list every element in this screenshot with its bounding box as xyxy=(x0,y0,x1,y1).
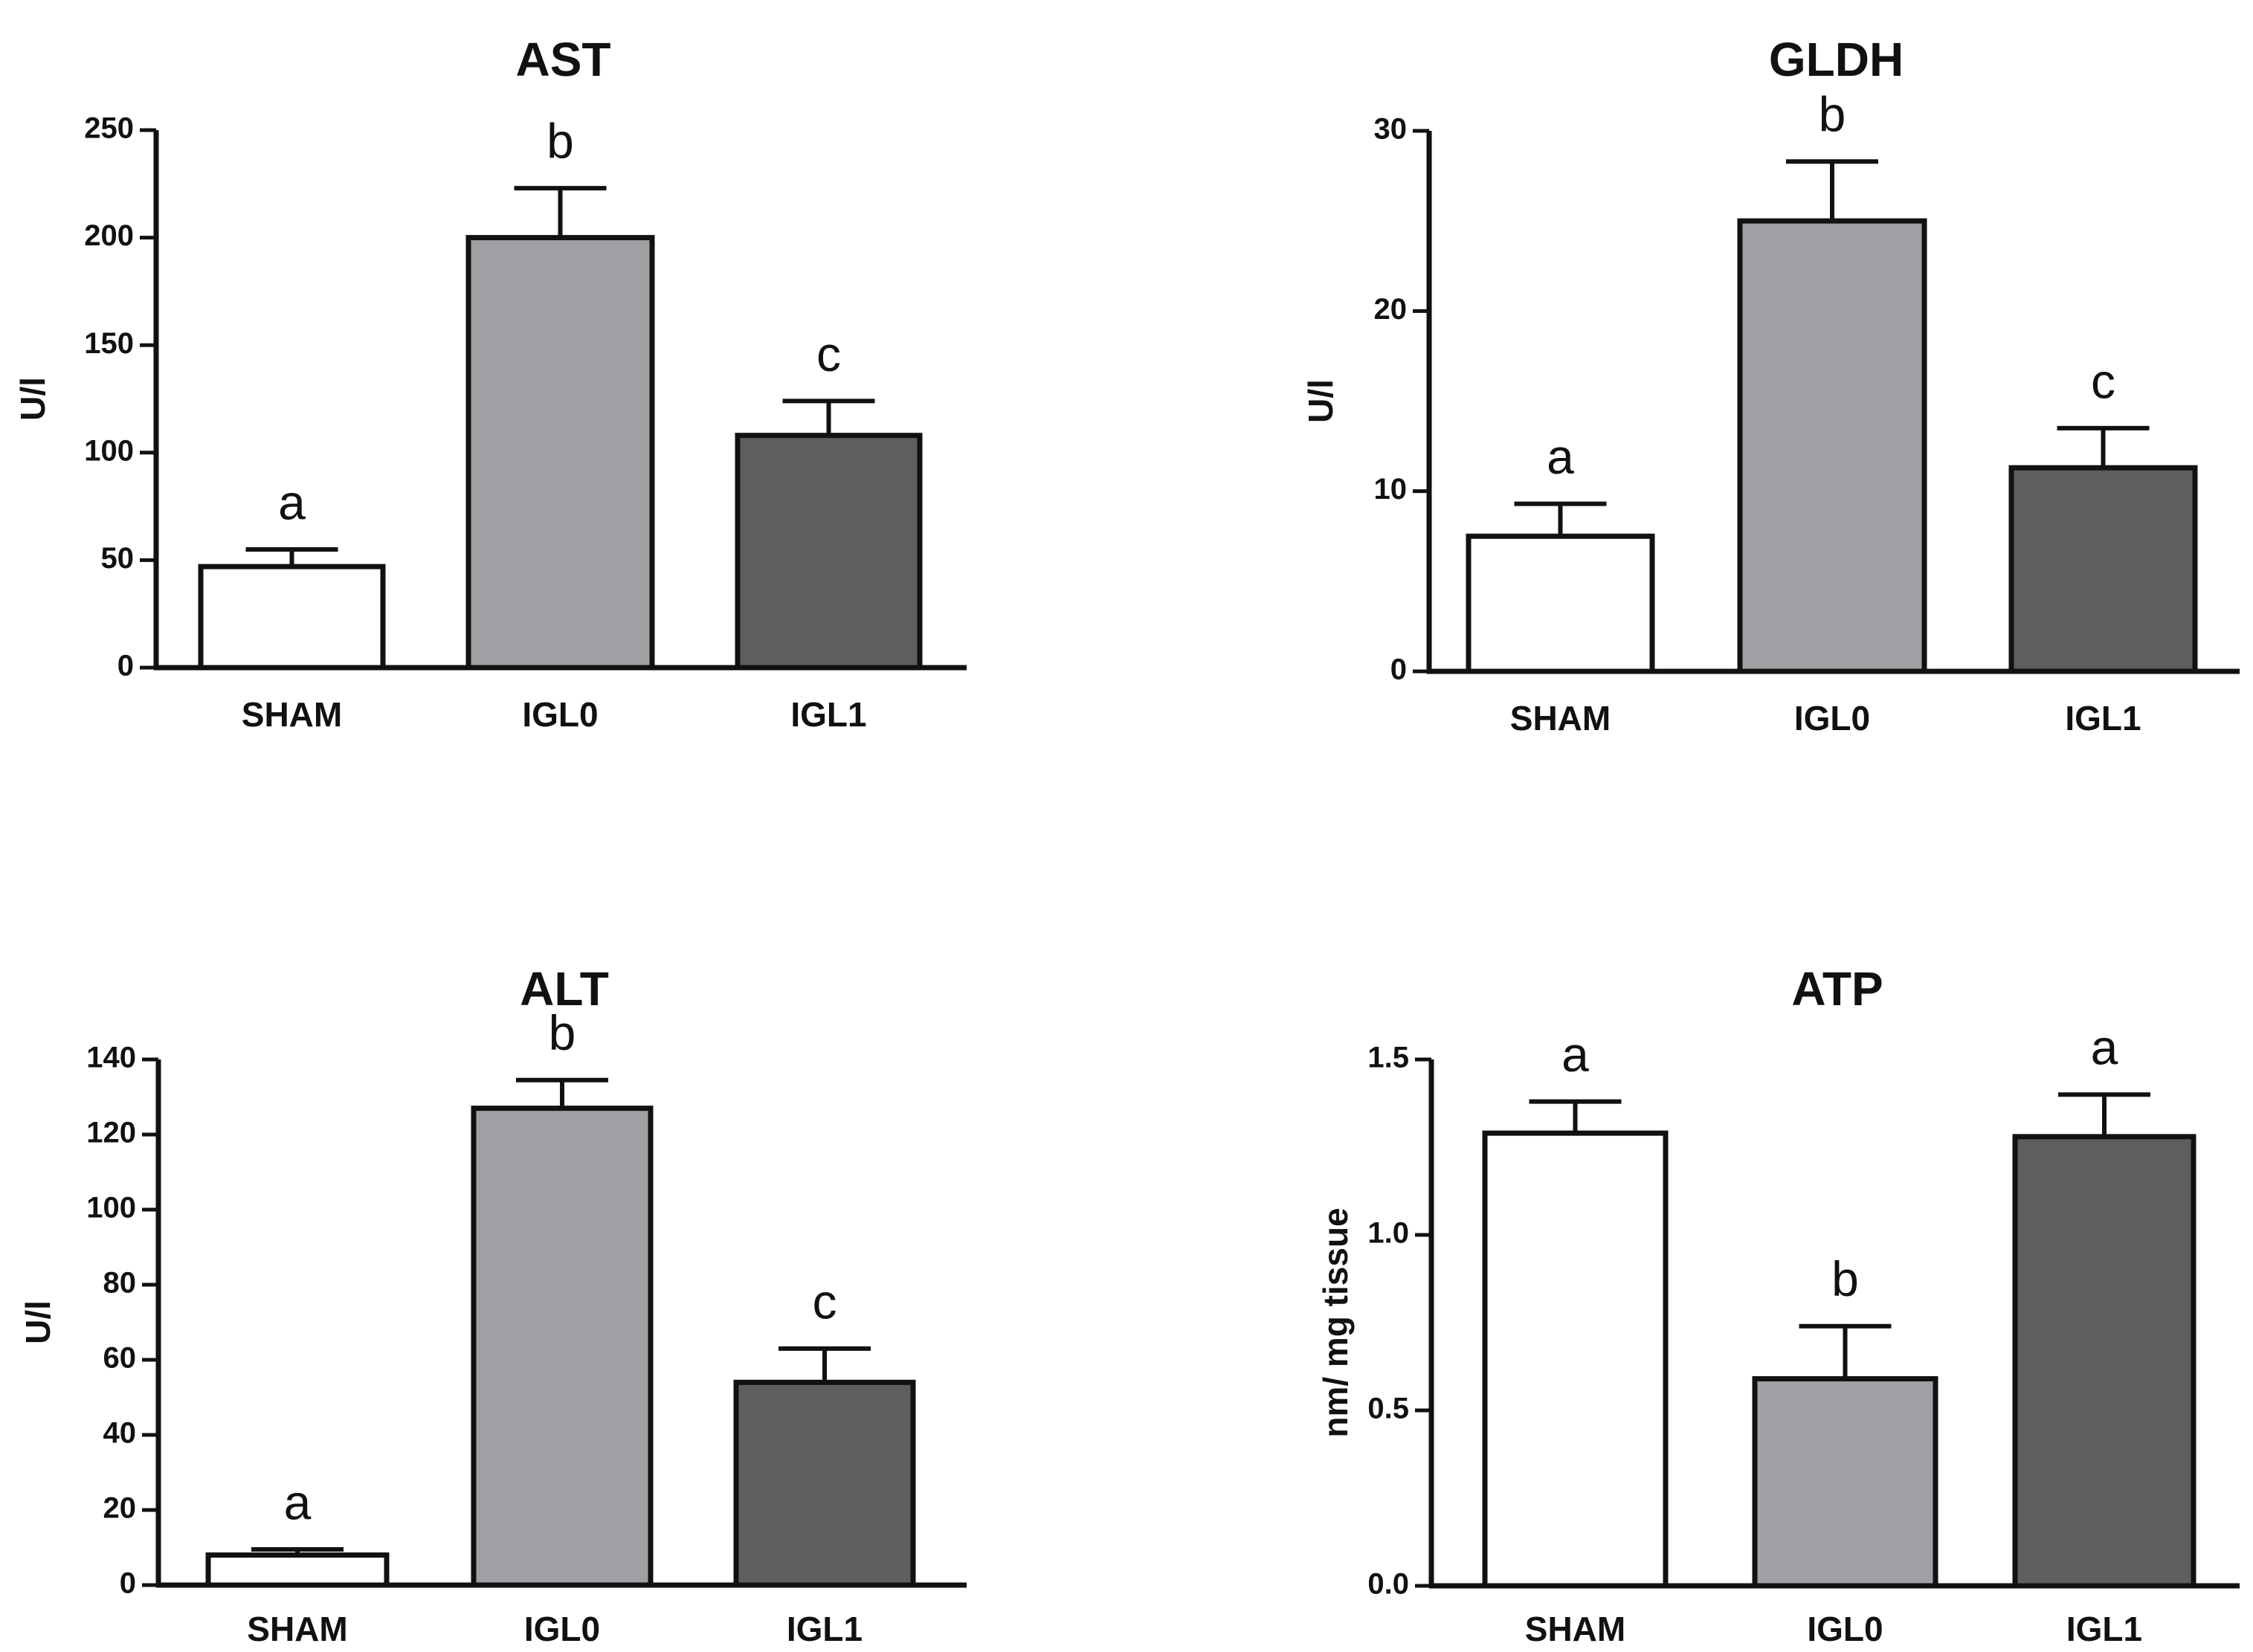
chart-2-y-tick-label: 100 xyxy=(86,1192,136,1225)
chart-0-bar-sham xyxy=(198,564,386,671)
chart-1-y-tick-label: 0 xyxy=(1390,654,1407,686)
chart-3-y-tick-label: 0.0 xyxy=(1367,1568,1409,1601)
chart-2-significance-letter: c xyxy=(813,1274,837,1329)
chart-2-y-tick-label: 120 xyxy=(86,1117,136,1149)
chart-2-y-tick-label: 20 xyxy=(103,1492,137,1525)
chart-1-bar-igl0 xyxy=(1737,218,1927,674)
chart-3-significance-letter: b xyxy=(1831,1251,1859,1306)
chart-2-y-tick-label: 60 xyxy=(103,1342,137,1375)
chart-0-x-tick-label: IGL1 xyxy=(790,695,866,734)
chart-1-y-tick-label: 10 xyxy=(1374,473,1408,506)
chart-panel-ast: AST U/l 0 50 100 150 200 250 SHAM a IGL0 b IGL1 c xyxy=(13,33,967,734)
chart-2-title: ALT xyxy=(520,962,609,1016)
chart-2-y-tick-label: 80 xyxy=(103,1267,137,1300)
chart-2-bar-igl0 xyxy=(471,1106,654,1588)
chart-3-significance-letter: a xyxy=(1561,1027,1589,1082)
chart-3-y-tick-label: 1.5 xyxy=(1367,1042,1409,1074)
chart-0-y-tick-label: 200 xyxy=(84,219,134,252)
chart-1-significance-letter: a xyxy=(1547,429,1574,484)
chart-2-x-tick-label: IGL1 xyxy=(787,1610,863,1648)
chart-0-y-tick-label: 50 xyxy=(101,542,135,575)
chart-3-bar-sham xyxy=(1482,1130,1669,1589)
chart-0-bar-igl1 xyxy=(735,433,923,671)
chart-1-y-tick-label: 20 xyxy=(1374,293,1408,326)
chart-panel-gldh: GLDH U/l 0 10 20 30 SHAM a IGL0 b IGL1 c xyxy=(1301,33,2240,738)
chart-2-y-tick-label: 40 xyxy=(103,1417,137,1450)
chart-2-bar-sham xyxy=(205,1552,390,1588)
chart-1-bar-sham xyxy=(1466,533,1655,674)
chart-0-significance-letter: b xyxy=(547,114,574,169)
chart-2-x-tick-label: IGL0 xyxy=(524,1610,600,1648)
chart-0-y-tick-label: 100 xyxy=(84,434,134,467)
chart-1-title: GLDH xyxy=(1769,33,1904,86)
chart-2-x-tick-label: SHAM xyxy=(247,1610,347,1648)
chart-0-significance-letter: c xyxy=(816,326,841,381)
chart-2-y-tick-label: 140 xyxy=(86,1042,136,1074)
chart-0-y-tick-label: 250 xyxy=(84,112,134,145)
chart-0-bar-igl0 xyxy=(465,235,655,671)
chart-0-y-axis-label: U/l xyxy=(13,377,52,421)
chart-panel-atp: ATP nm/ mg tissue 0.0 0.5 1.0 1.5 SHAM a IGL0 b IG… xyxy=(1316,962,2240,1648)
chart-2-y-tick-label: 0 xyxy=(120,1567,136,1600)
chart-0-x-tick-label: SHAM xyxy=(242,695,342,734)
chart-2-significance-letter: a xyxy=(284,1474,312,1529)
chart-2-significance-letter: b xyxy=(549,1005,576,1060)
chart-3-x-tick-label: IGL1 xyxy=(2066,1610,2142,1648)
chart-0-y-tick-label: 150 xyxy=(84,327,134,360)
chart-3-x-tick-label: SHAM xyxy=(1525,1610,1625,1648)
chart-1-x-tick-label: SHAM xyxy=(1510,699,1611,738)
chart-3-y-tick-label: 1.0 xyxy=(1367,1217,1409,1250)
chart-1-y-axis-label: U/l xyxy=(1301,379,1340,423)
chart-1-x-tick-label: IGL0 xyxy=(1794,699,1870,738)
chart-1-x-tick-label: IGL1 xyxy=(2065,699,2141,738)
chart-2-bar-igl1 xyxy=(733,1379,916,1588)
chart-0-y-tick-label: 0 xyxy=(117,650,134,683)
chart-2-y-axis-label: U/l xyxy=(19,1300,57,1344)
chart-3-significance-letter: a xyxy=(2091,1020,2118,1075)
chart-3-y-tick-label: 0.5 xyxy=(1367,1393,1409,1425)
chart-1-significance-letter: b xyxy=(1819,87,1846,142)
chart-3-bar-igl0 xyxy=(1752,1376,1938,1589)
chart-0-significance-letter: a xyxy=(278,474,306,529)
chart-0-x-tick-label: IGL0 xyxy=(522,695,598,734)
chart-3-title: ATP xyxy=(1791,962,1883,1016)
chart-1-significance-letter: c xyxy=(2091,353,2115,408)
chart-1-bar-igl1 xyxy=(2008,465,2198,674)
chart-3-bar-igl1 xyxy=(2012,1134,2196,1589)
chart-0-title: AST xyxy=(516,33,611,86)
chart-3-y-axis-label: nm/ mg tissue xyxy=(1316,1207,1355,1437)
chart-panel-alt: ALT U/l 0 20 40 60 80 100 120 140 SHAM a IGL0 b IGL1 c xyxy=(19,962,967,1648)
chart-1-y-tick-label: 30 xyxy=(1374,113,1408,146)
chart-3-x-tick-label: IGL0 xyxy=(1807,1610,1883,1648)
